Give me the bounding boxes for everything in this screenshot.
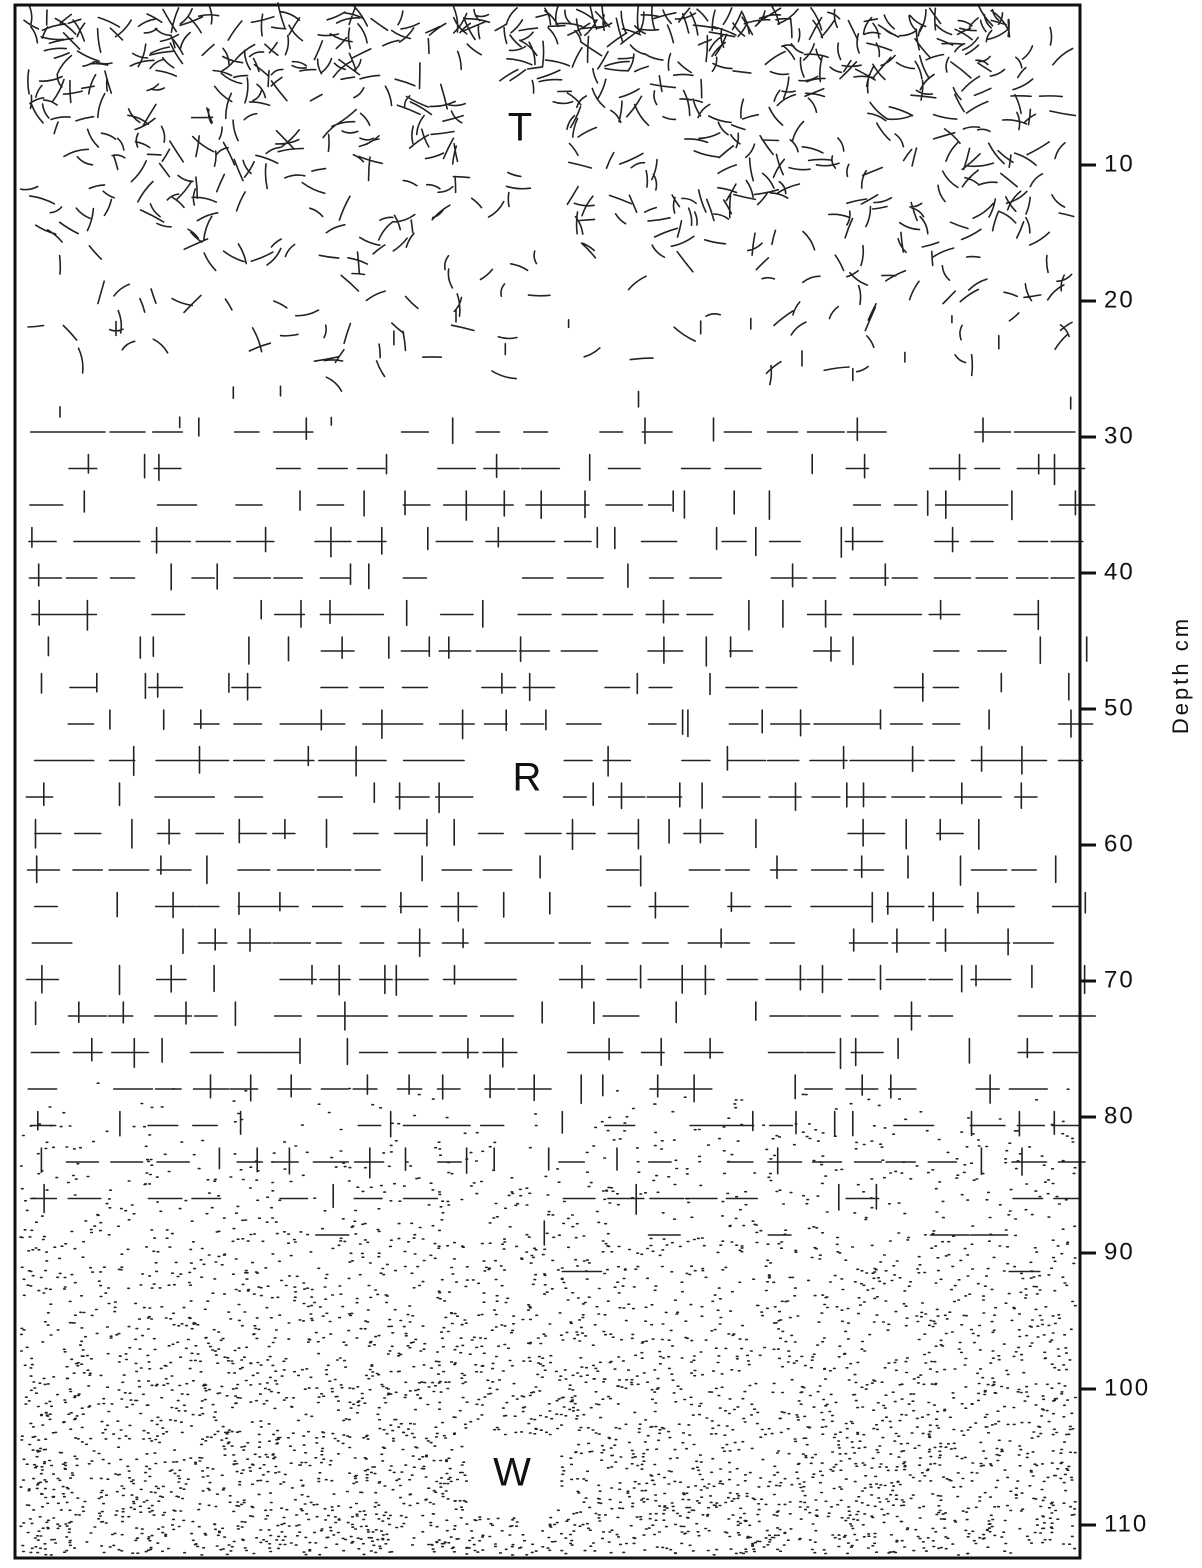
tick-label: 40 — [1104, 558, 1135, 585]
axis-title: Depth cm — [1168, 616, 1193, 734]
pattern-stipple — [19, 1082, 1077, 1556]
tick-label: 100 — [1104, 1374, 1150, 1401]
tick-label: 70 — [1104, 966, 1135, 993]
pattern-strokes — [19, 2, 1096, 1273]
tick-label: 80 — [1104, 1102, 1135, 1129]
zone-label: W — [493, 1451, 531, 1495]
tick-label: 110 — [1104, 1510, 1148, 1537]
profile-patterns — [19, 2, 1096, 1556]
tick-label: 90 — [1104, 1238, 1135, 1265]
tick-label: 30 — [1104, 422, 1135, 449]
tick-label: 10 — [1104, 150, 1135, 177]
profile-frame — [13, 3, 1082, 1560]
zone-label: T — [508, 106, 532, 150]
tick-label: 60 — [1104, 830, 1135, 857]
zone-label: R — [513, 756, 542, 800]
tick-label: 20 — [1104, 286, 1135, 313]
tick-label: 50 — [1104, 694, 1135, 721]
